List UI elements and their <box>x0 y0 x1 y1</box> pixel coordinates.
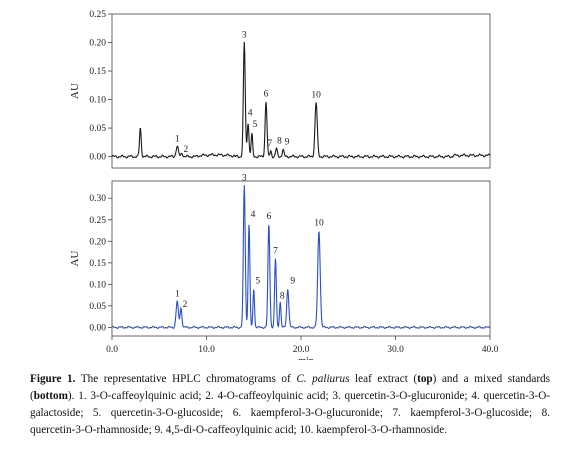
bottom-x-tick-label: 30.0 <box>387 345 404 355</box>
bottom-x-tick-label: 0.0 <box>106 345 118 355</box>
bottom-peak-3 <box>244 185 245 186</box>
bottom-peak-6 <box>268 223 269 224</box>
top-peak-4 <box>247 122 248 123</box>
bottom-peak-label-4: 4 <box>251 210 256 220</box>
top-y-tick-label: 0.25 <box>89 10 106 20</box>
bottom-peak-label-1: 1 <box>175 290 180 300</box>
bottom-y-tick-label: 0.10 <box>89 280 106 290</box>
bottom-peak-9 <box>287 288 288 289</box>
figure-caption: Figure 1. The representative HPLC chroma… <box>30 371 550 439</box>
top-peak-label-2: 2 <box>184 145 189 155</box>
top-peak-label-1: 1 <box>175 134 180 144</box>
top-peak-5 <box>251 133 252 134</box>
caption-text-3: ) and a mixed standards ( <box>30 373 550 402</box>
top-peak-label-9: 9 <box>285 138 290 148</box>
top-peak-9 <box>282 149 283 150</box>
top-peak-2 <box>181 153 182 154</box>
top-peak-10 <box>316 102 317 103</box>
caption-text-4: ). 1. 3-O-caffeoylquinic acid; 2. 4-O-ca… <box>30 390 550 436</box>
top-peak-label-5: 5 <box>252 120 257 130</box>
bottom-y-tick-label: 0.30 <box>89 194 106 204</box>
top-peak-3 <box>244 42 245 43</box>
bottom-trace-line <box>111 185 491 330</box>
bottom-peak-4 <box>248 223 249 224</box>
bottom-y-axis-label: AU <box>69 251 81 267</box>
bottom-peak-5 <box>253 288 254 289</box>
bottom-x-axis-label: min <box>298 356 314 360</box>
bottom-peak-10 <box>318 230 319 231</box>
caption-text-2: leaf extract ( <box>349 373 418 385</box>
top-trace-line <box>111 41 491 159</box>
top-peak-label-8: 8 <box>277 137 282 147</box>
caption-top-word: top <box>417 373 433 385</box>
bottom-y-tick-label: 0.00 <box>89 323 106 333</box>
top-peak-8 <box>276 148 277 149</box>
bottom-plot-frame <box>111 180 491 337</box>
top-y-tick-label: 0.00 <box>89 153 106 163</box>
top-peak-7 <box>270 150 271 151</box>
top-peak-label-3: 3 <box>242 31 247 41</box>
bottom-peak-label-2: 2 <box>183 300 188 310</box>
bottom-chromatogram-panel: 0.00 0.05 0.10 0.15 0.20 0.25 0.30 AU 0.0 10.0 20.… <box>69 173 499 360</box>
top-peak-1 <box>177 146 178 147</box>
bottom-peak-7 <box>275 258 276 259</box>
bottom-peak-label-8: 8 <box>280 292 285 302</box>
caption-genus: C. <box>296 373 313 385</box>
bottom-peak-label-5: 5 <box>255 277 260 287</box>
top-peak-label-7: 7 <box>267 139 272 149</box>
bottom-x-tick-label: 20.0 <box>293 345 310 355</box>
top-peak-label-6: 6 <box>264 89 269 99</box>
caption-species: paliurus <box>312 373 350 385</box>
top-peak-6 <box>265 101 266 102</box>
top-y-tick-label: 0.05 <box>89 124 106 134</box>
top-peak-label-10: 10 <box>311 90 321 100</box>
bottom-peak-label-6: 6 <box>266 212 271 222</box>
top-y-tick-label: 0.10 <box>89 96 106 106</box>
bottom-peak-label-9: 9 <box>290 277 295 287</box>
top-chromatogram-panel: 0.00 0.05 0.10 0.15 0.20 0.25 AU 12 3 4 5 6 7 8 9 10 <box>69 10 491 169</box>
caption-text-1: The representative HPLC chromatograms of <box>75 373 297 385</box>
top-y-tick-label: 0.20 <box>89 39 106 49</box>
top-peak-label-4: 4 <box>248 108 253 118</box>
bottom-peak-1 <box>177 301 178 302</box>
bottom-x-tick-label: 10.0 <box>198 345 215 355</box>
top-y-axis-label: AU <box>69 83 81 99</box>
bottom-peak-label-10: 10 <box>314 219 324 229</box>
top-peak-unlabeled <box>140 127 141 128</box>
bottom-y-tick-label: 0.05 <box>89 302 106 312</box>
caption-figure-label: Figure 1. <box>30 373 76 385</box>
caption-bottom-word: bottom <box>33 390 68 402</box>
bottom-peak-label-7: 7 <box>273 247 278 257</box>
bottom-y-tick-label: 0.20 <box>89 237 106 247</box>
top-y-tick-label: 0.15 <box>89 67 106 77</box>
bottom-peak-label-3: 3 <box>242 173 247 183</box>
top-plot-frame <box>111 13 491 169</box>
bottom-y-tick-label: 0.25 <box>89 216 106 226</box>
bottom-peak-2 <box>180 307 181 308</box>
bottom-x-tick-label: 40.0 <box>482 345 499 355</box>
bottom-y-tick-label: 0.15 <box>89 259 106 269</box>
